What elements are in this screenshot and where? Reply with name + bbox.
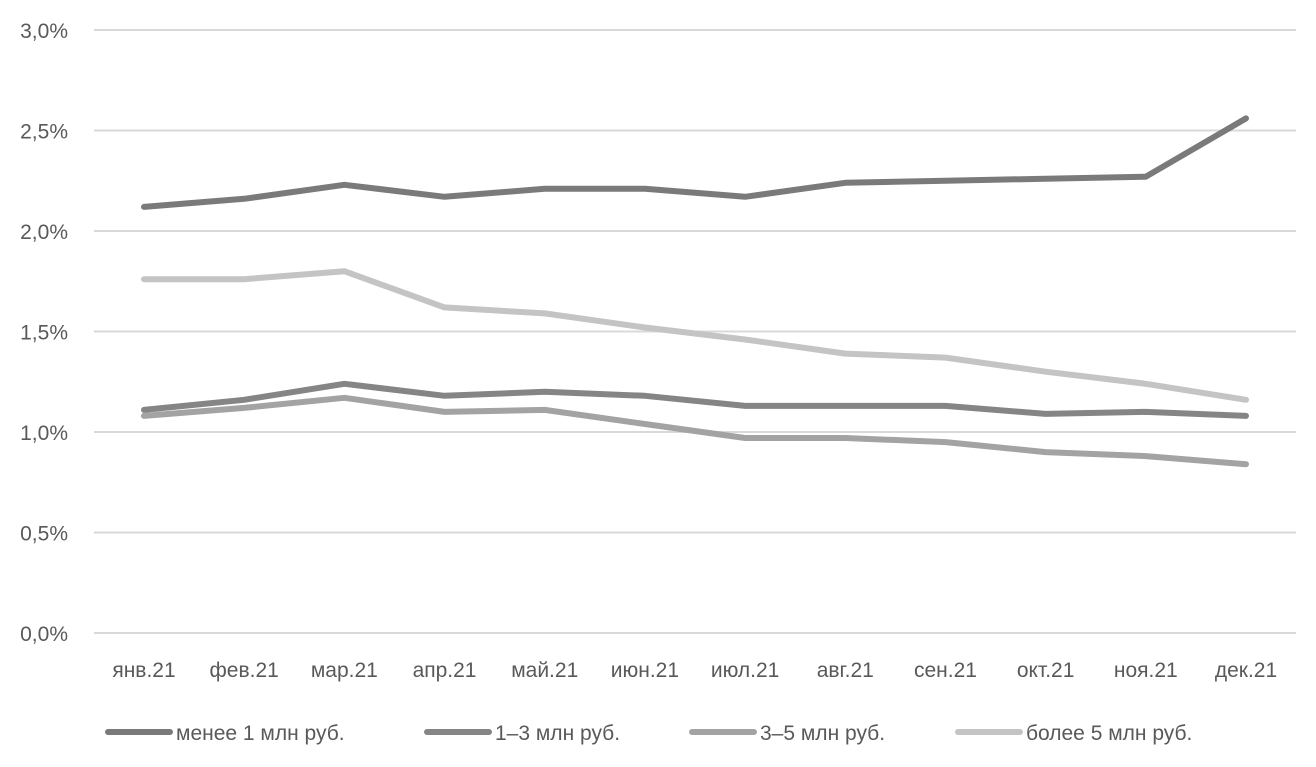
x-tick-label: янв.21 bbox=[112, 659, 175, 682]
legend-label: 3–5 млн руб. bbox=[760, 722, 885, 745]
y-tick-label: 2,0% bbox=[20, 221, 68, 244]
y-tick-label: 0,5% bbox=[20, 523, 68, 546]
x-tick-label: июл.21 bbox=[711, 659, 779, 682]
x-tick-label: мар.21 bbox=[311, 659, 378, 682]
x-tick-label: июн.21 bbox=[611, 659, 679, 682]
series-line bbox=[141, 394, 1249, 468]
legend-label: 1–3 млн руб. bbox=[495, 722, 620, 745]
x-tick-label: авг.21 bbox=[817, 659, 874, 682]
y-tick-label: 1,0% bbox=[20, 422, 68, 445]
y-tick-label: 3,0% bbox=[20, 20, 68, 43]
legend: менее 1 млн руб. 1–3 млн руб. 3–5 млн руб.… bbox=[105, 722, 1192, 745]
x-tick-label: ноя.21 bbox=[1114, 659, 1178, 682]
y-tick-label: 2,5% bbox=[20, 121, 68, 144]
series-line bbox=[141, 268, 1249, 403]
x-tick-label: май.21 bbox=[511, 659, 578, 682]
x-tick-label: окт.21 bbox=[1017, 659, 1075, 682]
legend-label: более 5 млн руб. bbox=[1026, 722, 1192, 745]
x-tick-label: фев.21 bbox=[210, 659, 279, 682]
series-line bbox=[141, 380, 1249, 419]
x-tick-label: апр.21 bbox=[413, 659, 477, 682]
x-tick-label: сен.21 bbox=[914, 659, 977, 682]
y-tick-label: 1,5% bbox=[20, 322, 68, 345]
series-line bbox=[141, 115, 1249, 210]
legend-label: менее 1 млн руб. bbox=[176, 722, 345, 745]
y-axis-tick-labels: 0,0% 0,5% 1,0% 1,5% 2,0% 2,5% 3,0% bbox=[20, 20, 68, 646]
series-lines bbox=[141, 115, 1249, 468]
x-axis-tick-labels: янв.21 фев.21 мар.21 апр.21 май.21 июн.21 июл.… bbox=[112, 659, 1277, 682]
y-tick-label: 0,0% bbox=[20, 623, 68, 646]
x-tick-label: дек.21 bbox=[1215, 659, 1277, 682]
